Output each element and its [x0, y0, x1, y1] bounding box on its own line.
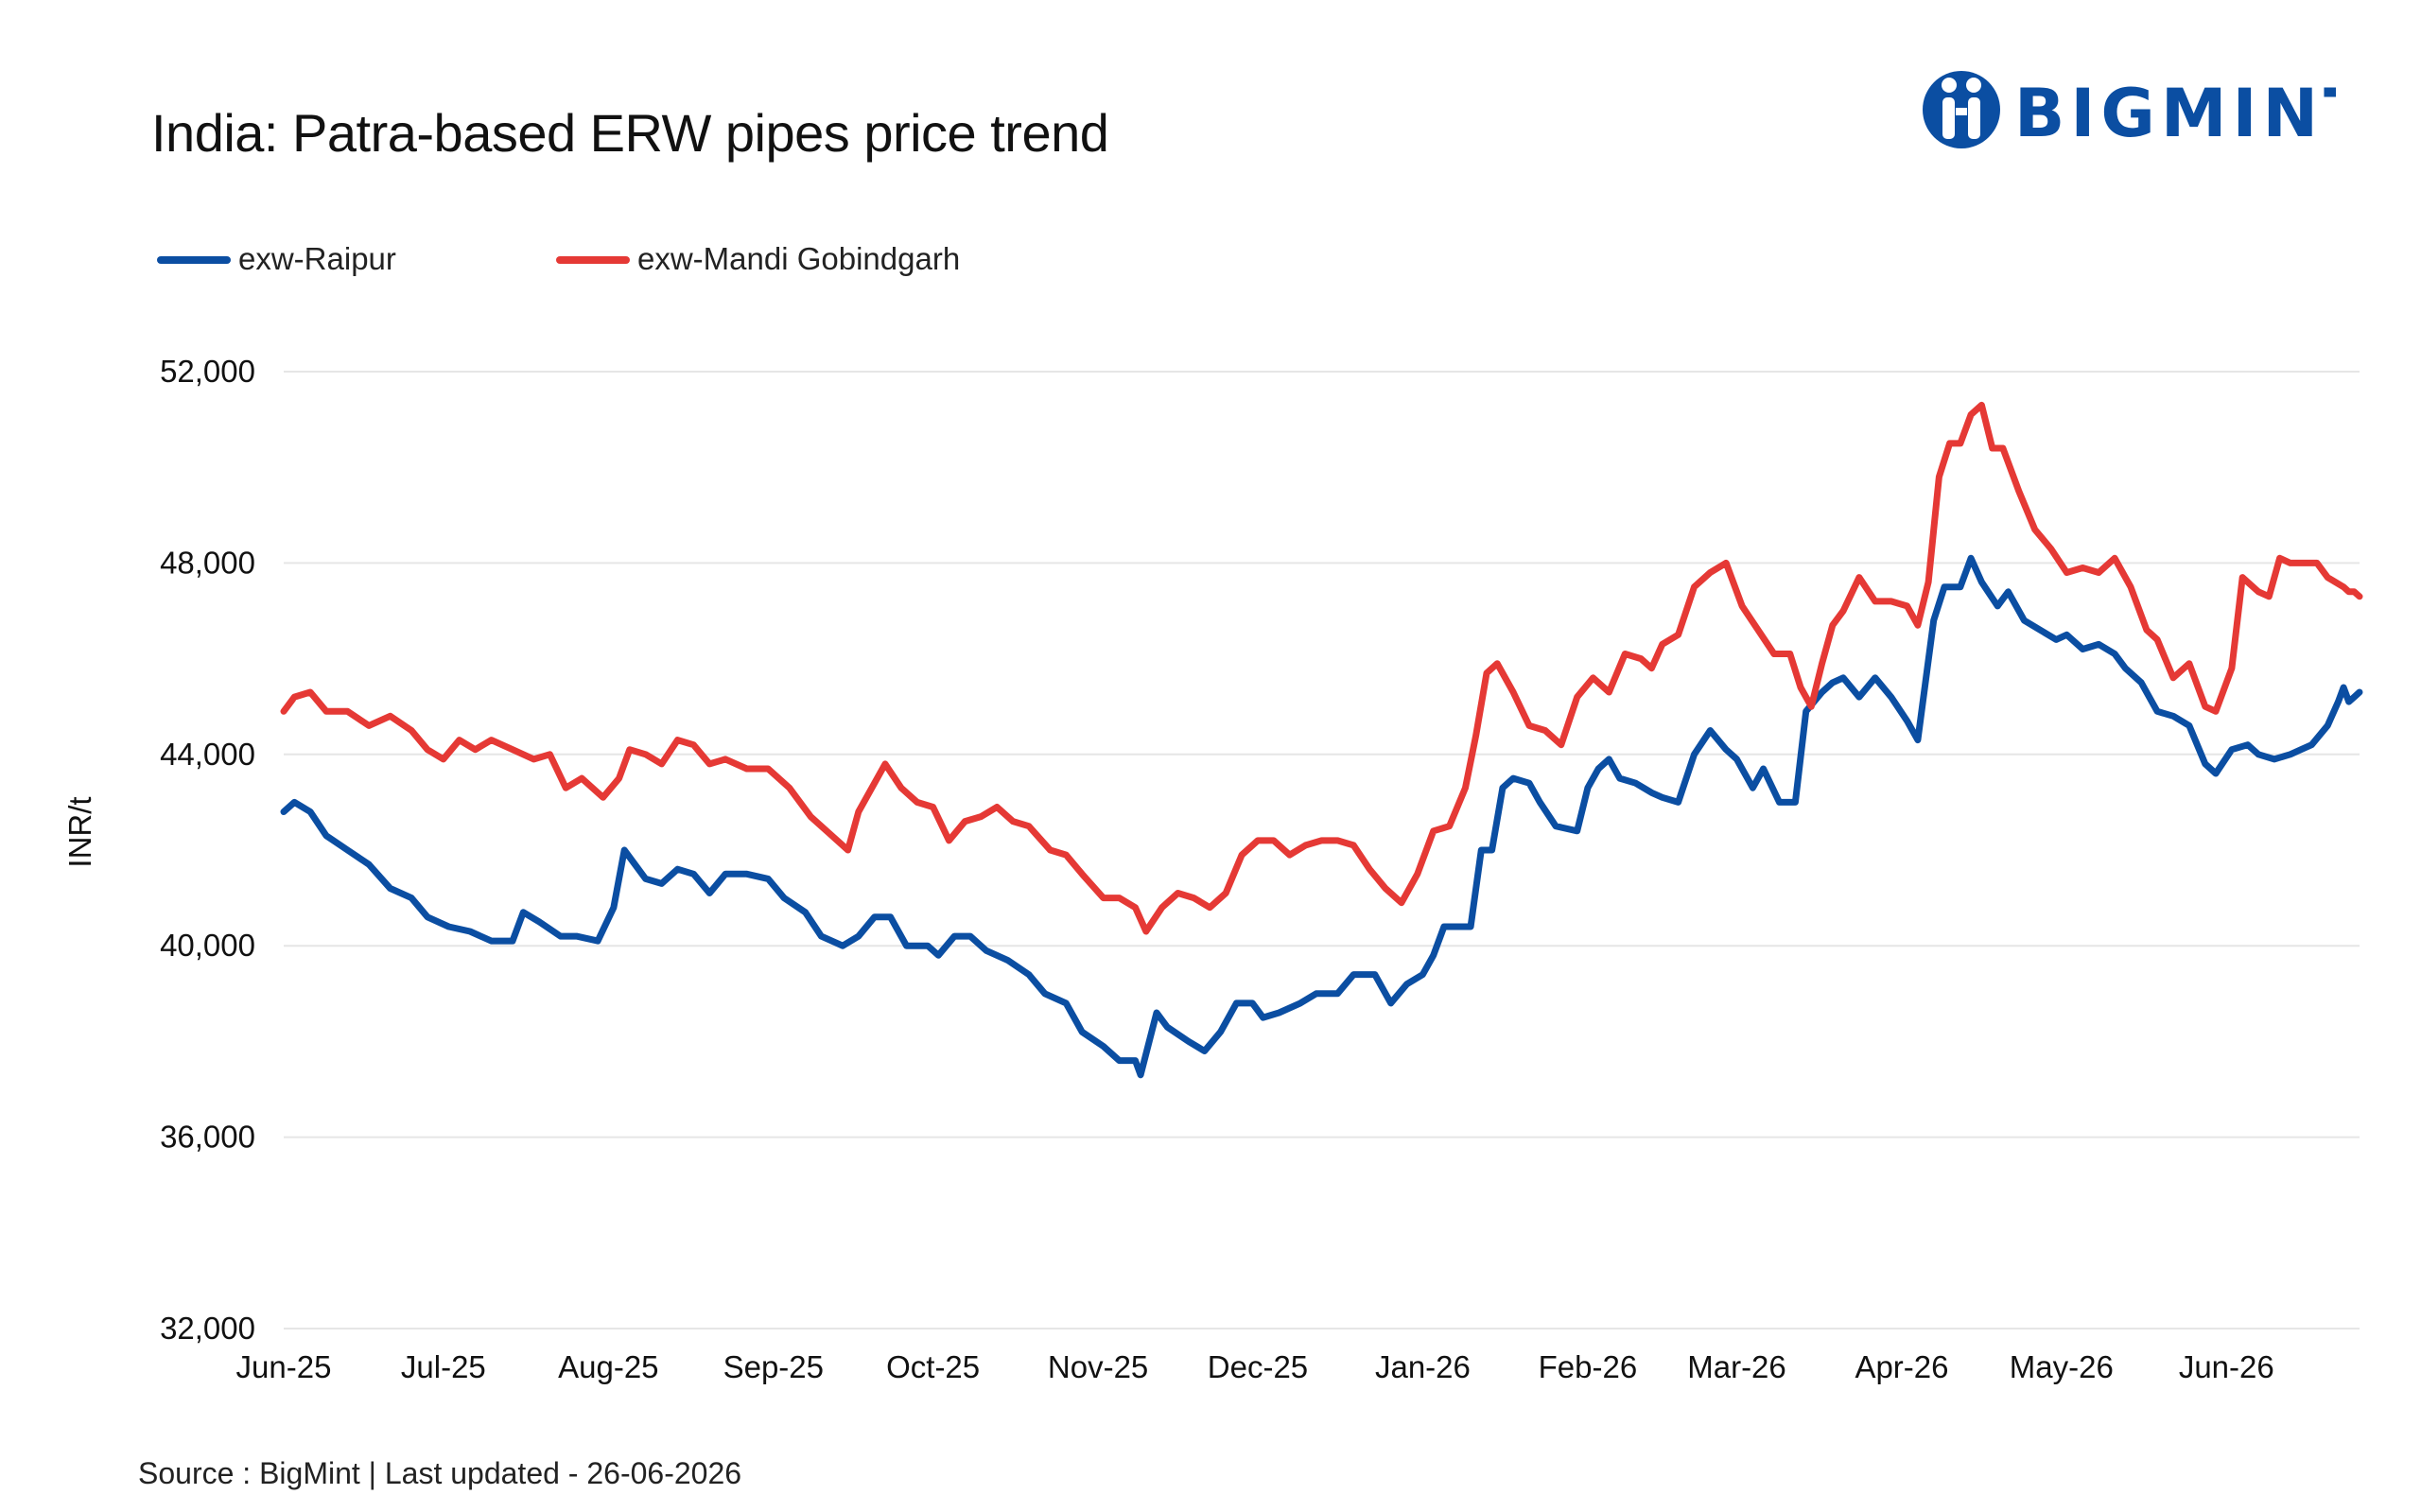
y-tick-label: 44,000 [160, 737, 255, 772]
bigmint-logo: BIGMINT [1923, 71, 2336, 152]
line-chart: 32,000 36,000 40,000 44,000 48,000 52,000 Jun… [62, 354, 2363, 1384]
y-axis-title: INR/t [62, 796, 97, 867]
x-tick-label: Jun-26 [2179, 1349, 2274, 1384]
bigmint-logo-icon [1923, 71, 2000, 148]
legend-label-raipur: exw-Raipur [238, 241, 396, 276]
source-note: Source : BigMint | Last updated - 26-06-… [138, 1456, 742, 1490]
x-tick-label: May-26 [2010, 1349, 2114, 1384]
series-line-mandi-gobindgarh [280, 401, 2363, 935]
x-tick-label: Mar-26 [1687, 1349, 1786, 1384]
y-tick-label: 52,000 [160, 354, 255, 389]
legend-swatch-raipur [157, 256, 231, 264]
y-tick-label: 48,000 [160, 545, 255, 580]
y-tick-label: 36,000 [160, 1120, 255, 1155]
y-axis-ticks: 32,000 36,000 40,000 44,000 48,000 52,000 [160, 354, 255, 1346]
x-tick-label: Sep-25 [723, 1349, 824, 1384]
series-line-raipur [280, 554, 2363, 1079]
legend-label-mandi-gobindgarh: exw-Mandi Gobindgarh [637, 241, 961, 276]
x-tick-label: Jan-26 [1375, 1349, 1471, 1384]
grid-lines [284, 371, 2360, 1330]
x-tick-label: Dec-25 [1208, 1349, 1308, 1384]
x-tick-label: Oct-25 [886, 1349, 980, 1384]
bigmint-logo-text: BIGMINT [2014, 75, 2336, 152]
x-axis-ticks: Jun-25 Jul-25 Aug-25 Sep-25 Oct-25 Nov-25 Dec-… [236, 1349, 2274, 1384]
legend-swatch-mandi-gobindgarh [556, 256, 630, 264]
x-tick-label: Aug-25 [558, 1349, 658, 1384]
series-lines [280, 401, 2363, 1079]
x-tick-label: Jul-25 [401, 1349, 486, 1384]
y-tick-label: 40,000 [160, 928, 255, 963]
y-tick-label: 32,000 [160, 1311, 255, 1346]
x-tick-label: Jun-25 [236, 1349, 332, 1384]
x-tick-label: Apr-26 [1855, 1349, 1948, 1384]
chart-title: India: Patra-based ERW pipes price trend [151, 103, 1109, 163]
x-tick-label: Nov-25 [1048, 1349, 1148, 1384]
x-tick-label: Feb-26 [1539, 1349, 1638, 1384]
